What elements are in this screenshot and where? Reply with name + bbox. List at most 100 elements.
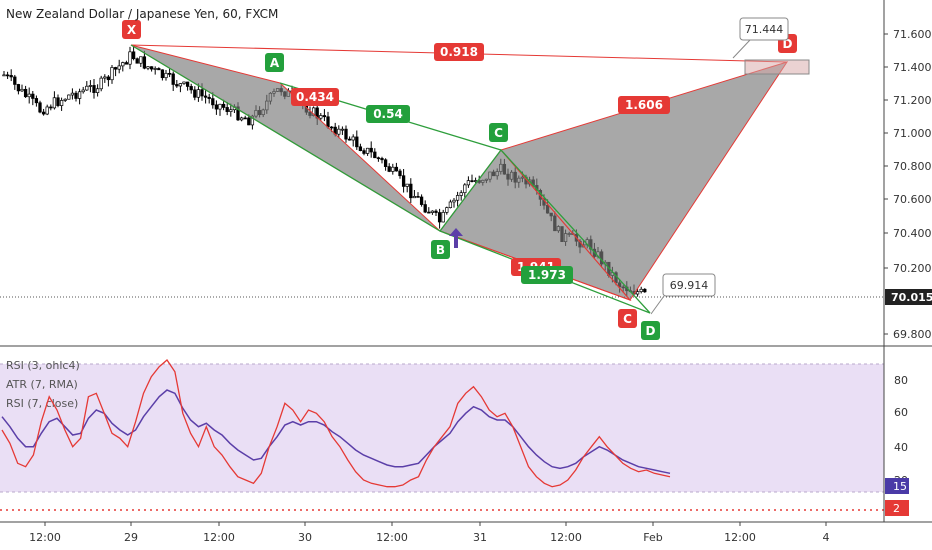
candle-body-up	[121, 62, 125, 67]
indicator-tick-label: 40	[894, 441, 908, 454]
indicator-axis[interactable]: 80604020	[894, 374, 908, 487]
candle-body-down	[9, 75, 13, 78]
candle-body-down	[13, 76, 17, 85]
candle-body-up	[88, 85, 93, 87]
price-tick-label: 69.800	[893, 328, 932, 341]
candle-body-up	[45, 106, 49, 115]
candle-body-down	[419, 196, 424, 205]
candle-body-down	[207, 96, 211, 99]
candle-body-up	[139, 56, 143, 64]
candle-body-down	[470, 180, 474, 182]
candle-body-up	[146, 66, 150, 69]
ratio-text: 0.918	[440, 45, 478, 59]
candle-body-up	[445, 207, 449, 213]
time-tick-label: 12:00	[203, 531, 235, 544]
badge-rsi-slow: 15	[885, 478, 909, 494]
point-d-label[interactable]: D	[641, 321, 660, 340]
ratio-label-0434[interactable]: 0.434	[291, 88, 339, 106]
indicator-tick-label: 80	[894, 374, 908, 387]
candle-body-up	[239, 117, 244, 121]
candle-body-up	[455, 195, 460, 201]
candle-body-down	[423, 204, 427, 213]
callout-71444[interactable]: 71.444	[732, 17, 789, 59]
candle-body-up	[99, 77, 103, 90]
time-tick-label: Feb	[643, 531, 662, 544]
candle-body-down	[131, 51, 136, 60]
candle-body-down	[329, 126, 334, 129]
point-c2-label[interactable]: C	[618, 309, 637, 328]
legend-rsi-fast: RSI (3, ohlc4)	[6, 359, 80, 372]
candle-body-down	[200, 89, 204, 97]
time-tick-label: 4	[823, 531, 830, 544]
candle-body-down	[247, 117, 251, 126]
last-price-badge: 70.015	[885, 289, 932, 305]
candle-body-down	[142, 56, 147, 69]
candle-body-up	[2, 74, 6, 77]
candle-body-up	[77, 91, 82, 99]
candle-body-up	[412, 196, 417, 199]
candle-body-down	[427, 211, 431, 214]
point-c-label[interactable]: C	[489, 123, 508, 142]
candle-body-up	[52, 97, 57, 109]
time-tick-label: 30	[298, 531, 312, 544]
point-x-label[interactable]: X	[122, 20, 141, 39]
candle-body-down	[362, 150, 366, 154]
candle-body-up	[95, 88, 100, 93]
candle-body-up	[639, 288, 643, 293]
candle-body-down	[185, 81, 190, 87]
green-pattern-line	[130, 44, 651, 314]
candle-body-up	[103, 76, 107, 79]
point-a-label[interactable]: A	[265, 53, 284, 72]
ratio-label-1973[interactable]: 1.973	[521, 266, 573, 284]
candle-body-down	[347, 138, 352, 141]
candle-body-down	[409, 183, 413, 199]
svg-text:C: C	[623, 312, 632, 326]
candle-body-down	[23, 88, 28, 98]
time-tick-label: 12:00	[724, 531, 756, 544]
time-axis[interactable]: 12:00 29 12:00 30 12:00 31 12:00 Feb 12:00 4	[29, 522, 830, 544]
candle-body-down	[124, 62, 129, 65]
candle-body-up	[117, 65, 121, 70]
callout-69914[interactable]: 69.914	[650, 273, 716, 315]
candle-body-down	[106, 76, 111, 81]
ratio-text: 1.973	[528, 268, 566, 282]
candle-body-up	[405, 183, 409, 187]
time-tick-label: 12:00	[376, 531, 408, 544]
price-axis[interactable]: 71.600 71.400 71.200 71.000 70.800 70.600 70.4…	[884, 28, 932, 341]
legend-atr: ATR (7, RMA)	[6, 378, 78, 391]
candle-body-down	[92, 85, 96, 93]
candle-body-down	[34, 98, 39, 104]
svg-text:D: D	[646, 324, 656, 338]
candle-body-down	[211, 98, 215, 106]
target-zone[interactable]	[744, 59, 810, 75]
candle-body-down	[56, 97, 60, 106]
price-tick-label: 70.800	[893, 160, 932, 173]
candle-body-up	[452, 199, 456, 203]
ratio-text: 0.434	[296, 90, 334, 104]
ratio-label-0918[interactable]: 0.918	[434, 43, 484, 61]
candle-body-down	[16, 84, 21, 92]
candle-body-down	[355, 136, 359, 148]
candle-body-down	[380, 158, 384, 161]
candle-body-down	[322, 115, 327, 118]
ratio-label-1606[interactable]: 1.606	[618, 96, 670, 114]
candle-body-down	[387, 166, 391, 172]
candle-body-down	[416, 196, 420, 198]
candle-body-up	[81, 89, 85, 93]
candle-body-up	[59, 100, 64, 106]
candle-body-down	[376, 157, 381, 160]
candle-body-up	[20, 88, 24, 92]
candle-body-down	[41, 111, 46, 115]
candle-body-down	[167, 72, 172, 75]
candle-body-down	[113, 67, 118, 70]
candle-body-down	[171, 73, 175, 85]
time-tick-label: 29	[124, 531, 138, 544]
rsi-fast-line	[1, 359, 671, 488]
price-tick-label: 71.000	[893, 127, 932, 140]
candle-body-down	[157, 68, 161, 71]
ratio-label-054[interactable]: 0.54	[366, 105, 410, 123]
candle-body-down	[74, 92, 78, 99]
point-b-label[interactable]: B	[431, 240, 450, 259]
rsi-slow-line	[1, 389, 671, 475]
svg-text:69.914: 69.914	[670, 279, 709, 292]
